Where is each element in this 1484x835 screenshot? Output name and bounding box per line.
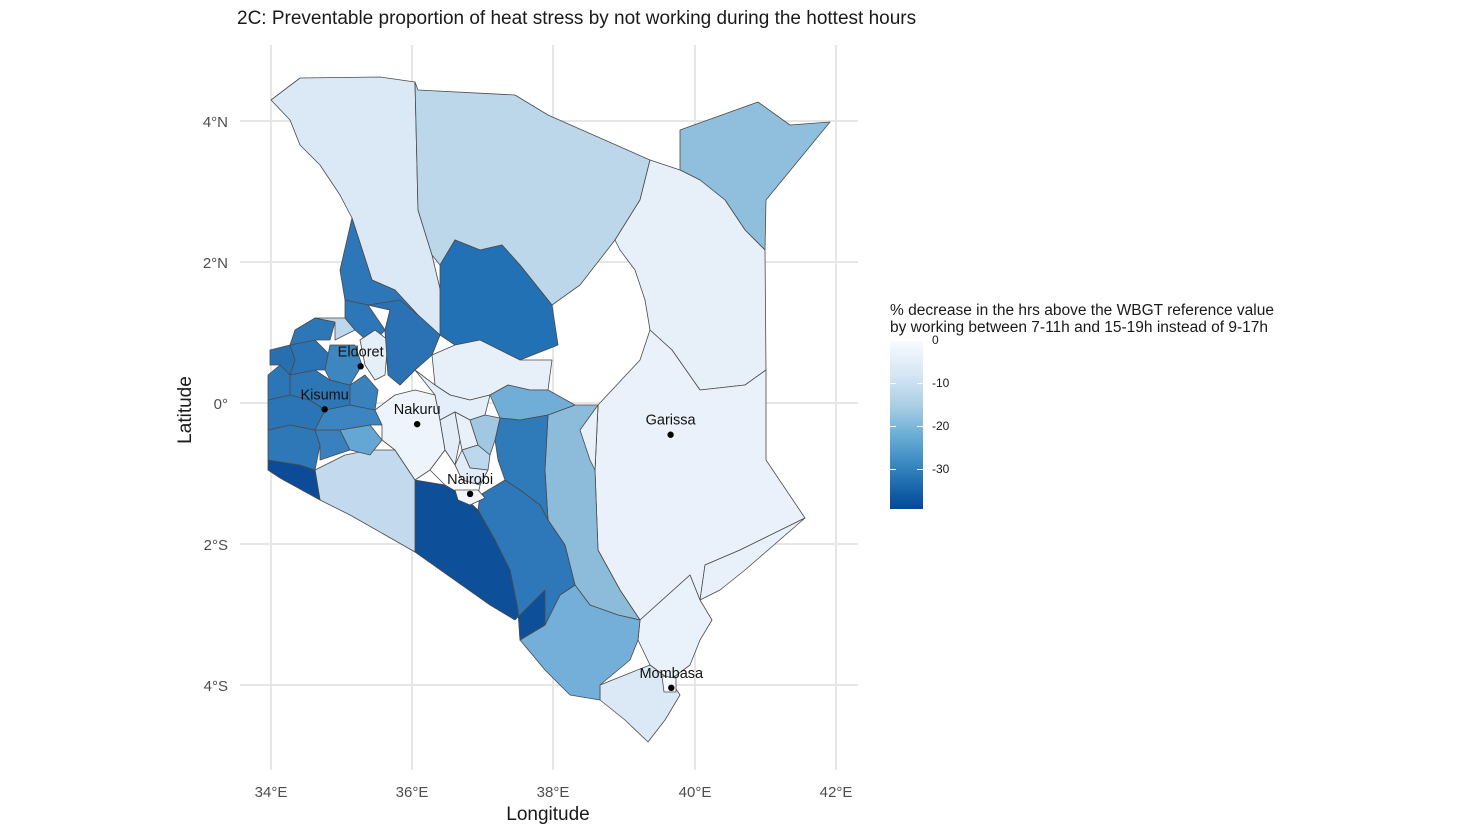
y-axis-title: Latitude xyxy=(175,376,196,444)
city-eldoret: Eldoret xyxy=(338,344,384,370)
region-kilifi xyxy=(637,574,713,681)
city-nakuru: Nakuru xyxy=(394,402,441,428)
city-marker-dot xyxy=(667,431,674,438)
city-label: Nakuru xyxy=(394,402,441,418)
region-kiambu xyxy=(429,449,481,496)
legend-tick-10: -10 xyxy=(932,376,950,390)
legend: % decrease in the hrs above the WBGT ref… xyxy=(890,302,1274,511)
city-markers: Eldoret Kisumu Nakuru Nairobi Garissa Mombasa xyxy=(300,344,704,692)
legend-tick-20: -20 xyxy=(932,419,950,433)
legend-title-line1: % decrease in the hrs above the WBGT ref… xyxy=(890,302,1274,319)
region-nairobi xyxy=(454,489,486,506)
legend-notch xyxy=(890,426,896,427)
legend-notch xyxy=(917,426,923,427)
city-mombasa: Mombasa xyxy=(639,666,704,692)
city-marker-dot xyxy=(466,490,474,498)
y-tick-4s: 4°S xyxy=(204,678,228,695)
city-label: Garissa xyxy=(646,413,697,429)
map-title: 2C: Preventable proportion of heat stres… xyxy=(237,8,917,29)
region-kwale xyxy=(599,664,681,743)
x-tick-34e: 34°E xyxy=(255,784,288,801)
legend-title: % decrease in the hrs above the WBGT ref… xyxy=(890,302,1274,336)
x-tick-40e: 40°E xyxy=(679,784,712,801)
y-tick-labels: 4°N 2°N 0° 2°S 4°S xyxy=(203,114,228,695)
y-tick-2n: 2°N xyxy=(203,255,228,272)
city-label: Nairobi xyxy=(447,472,493,488)
city-marker-dot xyxy=(413,420,421,428)
region-baringo xyxy=(367,299,441,386)
legend-colorbar-wrap: 0 -10 -20 -30 xyxy=(890,333,1274,511)
city-kisumu: Kisumu xyxy=(300,387,349,413)
city-label: Eldoret xyxy=(338,344,384,360)
x-tick-36e: 36°E xyxy=(396,784,429,801)
x-tick-42e: 42°E xyxy=(820,784,853,801)
y-tick-0: 0° xyxy=(214,396,228,413)
region-trans-nzoia xyxy=(314,317,356,341)
legend-title-line2: by working between 7-11h and 15-19h inst… xyxy=(890,319,1269,336)
region-garissa-east xyxy=(579,404,599,471)
legend-notch xyxy=(917,469,923,470)
map-regions xyxy=(267,76,831,743)
x-tick-labels: 34°E 36°E 38°E 40°E 42°E xyxy=(255,784,853,801)
city-garissa: Garissa xyxy=(646,413,697,438)
region-nandi xyxy=(349,374,379,411)
legend-notch xyxy=(890,469,896,470)
y-tick-4n: 4°N xyxy=(203,114,228,131)
legend-tick-0: 0 xyxy=(932,333,939,347)
region-narok xyxy=(314,449,416,553)
city-label: Kisumu xyxy=(300,387,348,403)
region-siaya xyxy=(267,364,291,401)
legend-notch xyxy=(890,383,896,384)
region-elgeyo-marakwet xyxy=(359,329,389,381)
x-tick-38e: 38°E xyxy=(537,784,570,801)
x-axis-title: Longitude xyxy=(506,804,589,825)
city-label: Mombasa xyxy=(639,666,704,682)
city-marker-dot xyxy=(668,684,675,692)
region-kakamega xyxy=(289,339,331,376)
legend-tick-30: -30 xyxy=(932,462,950,476)
city-nairobi: Nairobi xyxy=(447,472,493,498)
legend-notch xyxy=(917,383,923,384)
y-tick-2s: 2°S xyxy=(204,537,228,554)
region-embu xyxy=(469,414,501,456)
legend-colorbar xyxy=(890,341,923,509)
city-marker-dot xyxy=(357,363,364,370)
region-nyandarua xyxy=(439,411,461,466)
city-marker-dot xyxy=(321,406,328,413)
